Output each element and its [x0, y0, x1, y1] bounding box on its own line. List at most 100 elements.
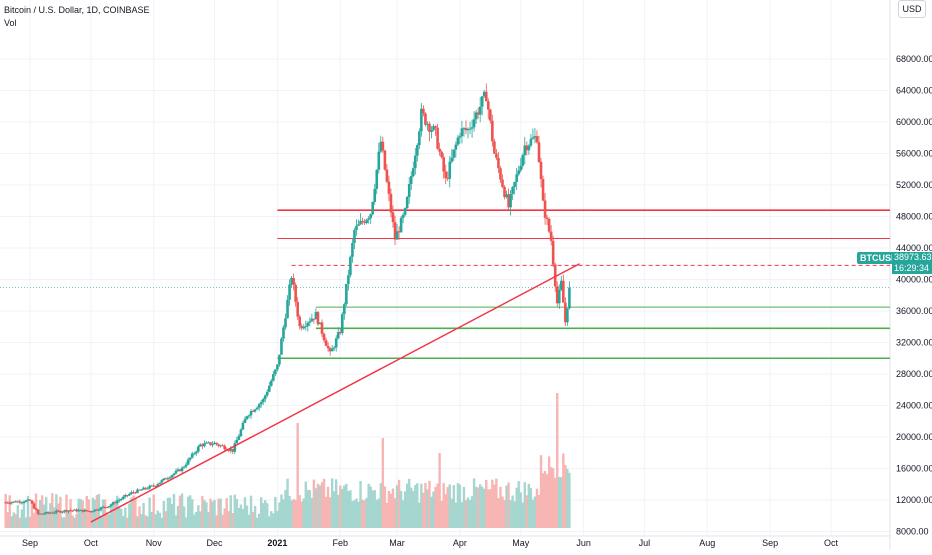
volume-bar [71, 515, 74, 528]
candle-body [115, 500, 119, 504]
candle-body [411, 168, 415, 176]
candle-body [119, 498, 123, 500]
candle-body [217, 444, 220, 446]
x-tick-label: Mar [389, 538, 405, 548]
volume-bar [235, 498, 239, 528]
volume-bar [513, 501, 516, 528]
candle-body [239, 429, 243, 437]
candle-body [219, 445, 222, 447]
candle-body [227, 450, 231, 452]
candle-body [148, 485, 151, 489]
candle-body [109, 504, 113, 507]
candle-body [73, 509, 76, 511]
volume-bar [105, 512, 109, 528]
trendline [90, 263, 580, 523]
candle-body [466, 129, 470, 131]
candle-body [359, 220, 362, 225]
volume-bar [332, 491, 336, 528]
volume-bar [199, 511, 202, 528]
candle-body [270, 380, 273, 386]
volume-bar [322, 478, 326, 528]
volume-bar [264, 500, 267, 528]
volume-bar [474, 486, 478, 528]
candle-body [142, 487, 145, 490]
volume-bar [434, 487, 437, 528]
volume-bar [152, 494, 155, 528]
candle-body [543, 200, 547, 218]
currency-button[interactable]: USD [898, 0, 926, 18]
candle-body [491, 120, 494, 142]
candle-body [436, 127, 439, 149]
candle-body [562, 280, 565, 303]
candle-body [194, 451, 198, 454]
volume-bar [468, 500, 472, 528]
volume-bar [205, 502, 208, 528]
last-price-label: 38973.63 [892, 252, 932, 263]
volume-bar [243, 497, 247, 528]
volume-bar [361, 499, 364, 528]
volume-bar [328, 497, 332, 528]
volume-bar [12, 512, 15, 528]
volume-bar [227, 511, 230, 528]
volume-bar [556, 393, 559, 528]
volume-bar [120, 508, 123, 528]
candle-body [458, 136, 462, 138]
candle-body [464, 128, 468, 131]
volume-bar [107, 514, 111, 528]
volume-bar [531, 499, 535, 528]
y-tick-label: 44000.00 [896, 243, 932, 253]
candle-body [87, 510, 91, 512]
candle-body [304, 326, 308, 328]
candle-body [484, 91, 488, 102]
volume-bar [22, 500, 26, 528]
volume-bar [371, 490, 374, 528]
volume-bar [182, 506, 186, 528]
candle-body [261, 399, 265, 403]
candle-body [442, 157, 445, 172]
candle-body [495, 153, 498, 158]
volume-bar [470, 496, 474, 528]
candle-body [207, 442, 210, 444]
volume-bar [229, 495, 232, 528]
volume-bar [239, 504, 243, 528]
volume-bar [535, 488, 539, 528]
candle-body [318, 322, 322, 325]
candle-body [314, 312, 318, 320]
candle-body [132, 492, 135, 494]
candle-body [290, 277, 293, 285]
candle-body [515, 174, 518, 183]
volume-bar [324, 496, 328, 528]
volume-bar [77, 498, 80, 528]
volume-bar [215, 515, 218, 528]
candle-body [247, 415, 251, 417]
candle-body [186, 459, 190, 465]
candle-body [249, 411, 253, 416]
symbol-title: Bitcoin / U.S. Dollar, 1D, COINBASE [4, 5, 150, 15]
candle-body [170, 475, 174, 478]
volume-bar [379, 483, 383, 528]
volume-bar [79, 499, 82, 528]
candle-body [539, 161, 543, 180]
candle-body [75, 509, 78, 512]
volume-bar [296, 423, 299, 528]
y-tick-label: 8000.00 [896, 527, 929, 537]
volume-bar [178, 495, 182, 528]
volume-bar [95, 495, 99, 528]
volume-bar [87, 499, 91, 528]
candle-body [235, 439, 239, 444]
y-tick-label: 68000.00 [896, 54, 932, 64]
volume-label[interactable]: Vol [4, 18, 17, 28]
volume-bar [485, 479, 488, 528]
volume-bar [430, 496, 433, 528]
candle-body [34, 508, 38, 510]
candle-body [14, 501, 18, 503]
candle-body [107, 506, 111, 508]
candle-body [486, 101, 490, 110]
volume-bar [529, 488, 533, 528]
volume-bar [286, 478, 289, 528]
x-tick-label: Oct [824, 538, 839, 548]
candle-body [440, 151, 443, 158]
candle-body [422, 108, 425, 114]
